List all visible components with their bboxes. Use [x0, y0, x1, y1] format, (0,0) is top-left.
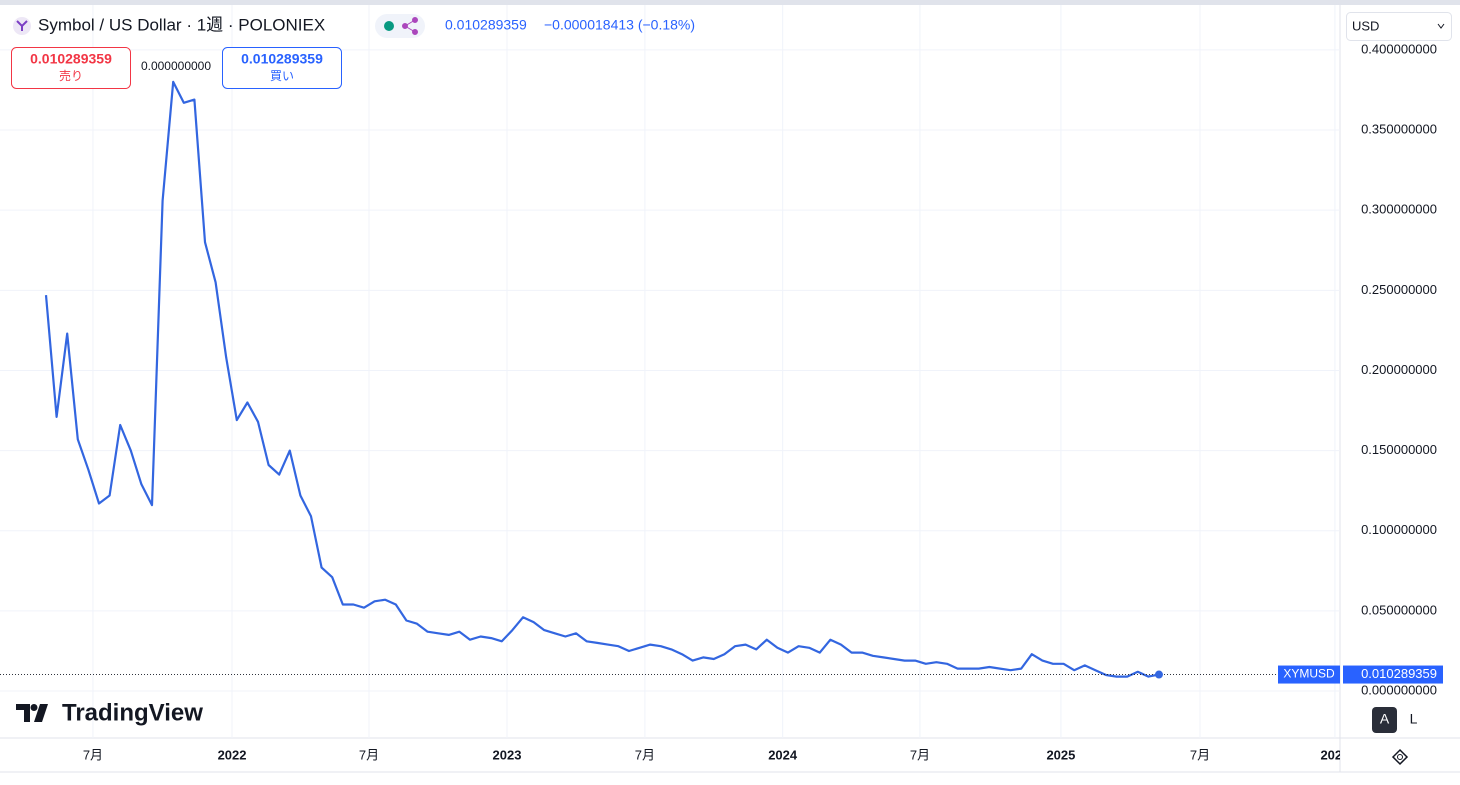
- symbol-icon-glyph: [16, 20, 28, 31]
- symbol-title: Symbol / US Dollar · 1週 · POLONIEX: [38, 15, 325, 34]
- settings-icon-center[interactable]: [1397, 754, 1403, 760]
- scale-buttons[interactable]: A L: [1372, 707, 1426, 733]
- top-border: [0, 0, 1460, 5]
- y-tick-label: 0.000000000: [1361, 682, 1437, 697]
- price-tag: [1343, 665, 1443, 684]
- x-tick-label: 2022: [218, 747, 247, 762]
- y-tick-label: 0.300000000: [1361, 202, 1437, 217]
- x-tick-label: 7月: [910, 747, 930, 762]
- y-tick-label: 0.400000000: [1361, 41, 1437, 56]
- y-tick-label: 0.100000000: [1361, 522, 1437, 537]
- log-scale-label[interactable]: L: [1410, 711, 1418, 727]
- brand-name: TradingView: [62, 699, 203, 726]
- sell-box[interactable]: [11, 47, 131, 89]
- x-tick-label: 2026: [1320, 747, 1349, 762]
- sell-price[interactable]: 0.010289359: [30, 51, 112, 67]
- y-tick-label: 0.200000000: [1361, 362, 1437, 377]
- symbol-tag: [1278, 665, 1340, 684]
- buy-price[interactable]: 0.010289359: [241, 51, 323, 67]
- y-tick-label: 0.150000000: [1361, 442, 1437, 457]
- x-tick-label: 2024: [768, 747, 798, 762]
- price-line: [44, 80, 1160, 678]
- x-tick-label: 7月: [1190, 747, 1210, 762]
- y-tick-label: 0.050000000: [1361, 602, 1437, 617]
- buy-label[interactable]: 買い: [270, 69, 294, 83]
- x-tick-label: 7月: [635, 747, 655, 762]
- plot: [0, 80, 1340, 679]
- last-price: 0.010289359: [445, 17, 527, 33]
- x-tick-label: 2023: [493, 747, 522, 762]
- price-change: −0.000018413 (−0.18%): [544, 17, 695, 33]
- brand: TradingView: [16, 699, 203, 726]
- auto-scale-button[interactable]: [1372, 707, 1397, 733]
- sell-button[interactable]: 0.010289359 売り: [11, 47, 131, 89]
- x-tick-label: 7月: [359, 747, 379, 762]
- last-price-dot: [1154, 670, 1163, 679]
- sell-label[interactable]: 売り: [59, 68, 83, 83]
- auto-scale-label[interactable]: A: [1380, 711, 1390, 727]
- market-open-dot: [384, 21, 394, 31]
- share-icon: [402, 17, 418, 35]
- brand-logo-dot: [30, 704, 38, 711]
- buy-button[interactable]: 0.010289359 買い: [222, 47, 342, 89]
- header: Symbol / US Dollar · 1週 · POLONIEX 0.010…: [13, 14, 695, 38]
- x-tick-label: 7月: [83, 747, 103, 762]
- dropdown-arrow[interactable]: [1437, 23, 1445, 29]
- buy-box[interactable]: [222, 47, 342, 89]
- y-tick-label: 0.250000000: [1361, 282, 1437, 297]
- settings-icon[interactable]: [1391, 748, 1409, 766]
- x-tick-label: 2025: [1046, 747, 1075, 762]
- y-tick-label: 0.350000000: [1361, 121, 1437, 136]
- currency[interactable]: USD: [1352, 18, 1379, 33]
- brand-logo: [16, 704, 48, 722]
- status-pill: [375, 14, 425, 38]
- currency-box[interactable]: [1346, 12, 1452, 41]
- symbol-tag-label: XYMUSD: [1283, 667, 1335, 681]
- price-tag-label: 0.010289359: [1361, 666, 1437, 681]
- spread: 0.000000000: [141, 59, 211, 73]
- log-scale-button[interactable]: [1401, 707, 1426, 733]
- currency-select[interactable]: USD: [1346, 12, 1452, 41]
